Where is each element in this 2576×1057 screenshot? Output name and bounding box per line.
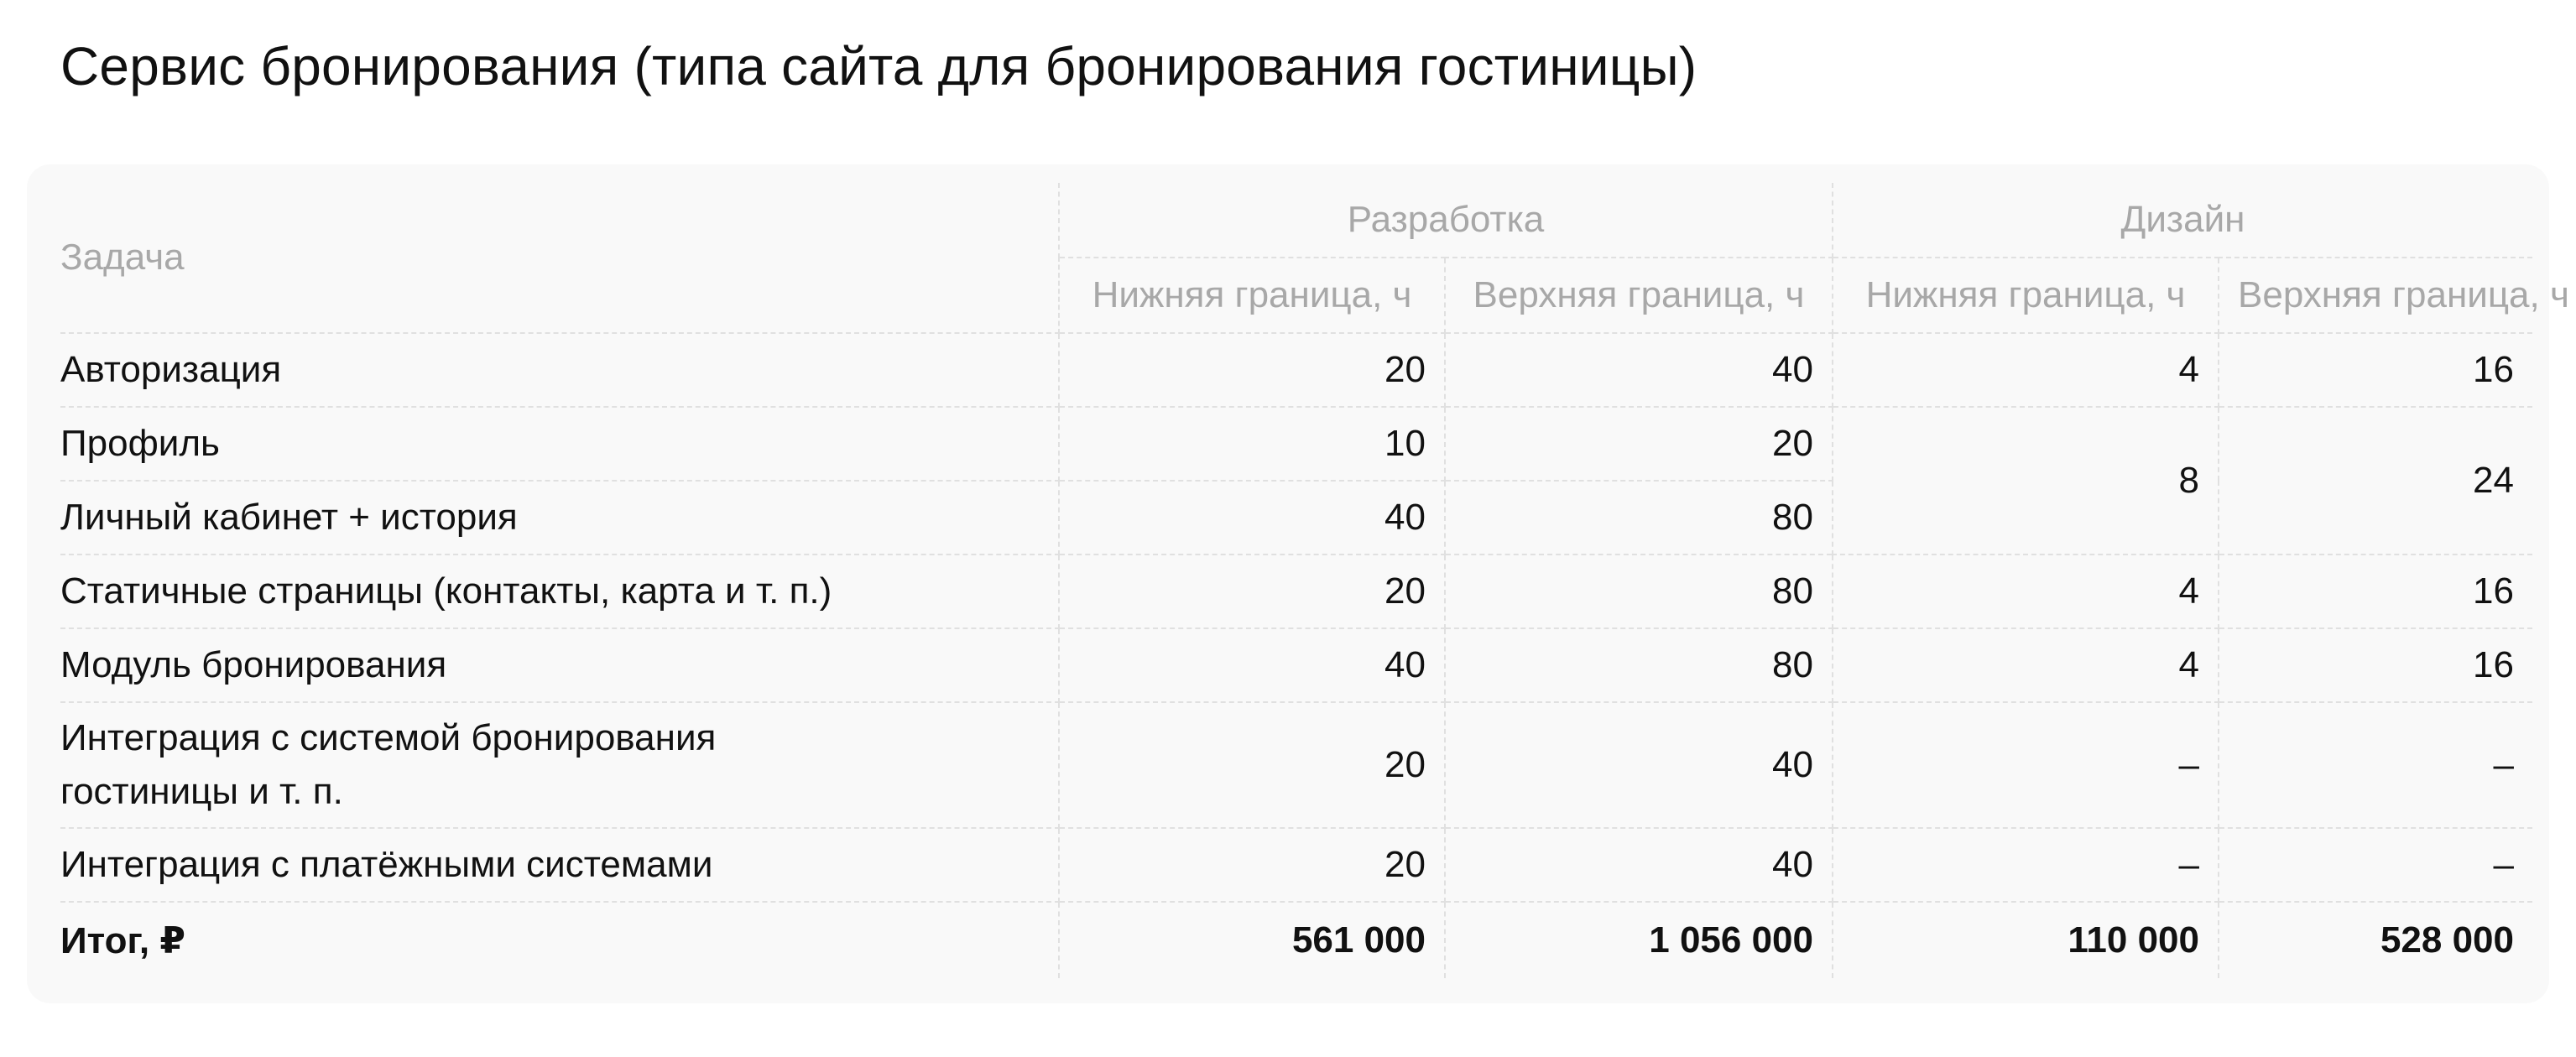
design-high-value: 16 — [2218, 627, 2532, 703]
task-name: Модуль бронирования — [60, 627, 1060, 703]
total-design-low: 110 000 — [1832, 901, 2219, 978]
task-name: Интеграция с платёжными системами — [60, 827, 1060, 903]
task-name: Личный кабинет + история — [60, 480, 1060, 555]
design-low-value: – — [1832, 827, 2219, 903]
total-design-high: 528 000 — [2218, 901, 2532, 978]
task-name: Авторизация — [60, 332, 1060, 408]
task-name-line-2: гостиницы и т. п. — [60, 771, 343, 812]
dev-low-value: 40 — [1058, 627, 1446, 703]
dev-high-value: 80 — [1444, 627, 1833, 703]
task-name-line-1: Интеграция с системой бронирования — [60, 717, 717, 758]
table-row: Статичные страницы (контакты, карта и т.… — [60, 554, 2532, 629]
column-group-design: Дизайн — [1832, 183, 2532, 258]
design-low-value: 8 — [1832, 406, 2219, 555]
table-row: Интеграция с платёжными системами 20 40 … — [60, 827, 2532, 903]
design-high-value: – — [2218, 701, 2532, 829]
column-header-design-low: Нижняя граница, ч — [1832, 257, 2219, 334]
design-high-value: 16 — [2218, 554, 2532, 629]
dev-low-value: 20 — [1058, 701, 1446, 829]
task-name: Интеграция с системой бронирования гостин… — [60, 701, 1060, 829]
dev-high-value: 40 — [1444, 701, 1833, 829]
design-low-value: – — [1832, 701, 2219, 829]
design-high-value: 24 — [2218, 406, 2532, 555]
table-row: Интеграция с системой бронирования гостин… — [60, 701, 2532, 829]
design-high-value: 16 — [2218, 332, 2532, 408]
design-low-value: 4 — [1832, 554, 2219, 629]
design-low-value: 4 — [1832, 627, 2219, 703]
total-row: Итог, ₽ 561 000 1 056 000 110 000 528 00… — [60, 901, 2532, 978]
column-header-design-high: Верхняя граница, ч — [2218, 257, 2569, 334]
total-dev-high: 1 056 000 — [1444, 901, 1833, 978]
dev-low-value: 20 — [1058, 827, 1446, 903]
dev-high-value: 40 — [1444, 827, 1833, 903]
dev-low-value: 20 — [1058, 554, 1446, 629]
dev-high-value: 40 — [1444, 332, 1833, 408]
total-dev-low: 561 000 — [1058, 901, 1446, 978]
total-label: Итог, ₽ — [60, 901, 1060, 978]
dev-high-value: 80 — [1444, 480, 1833, 555]
dev-low-value: 40 — [1058, 480, 1446, 555]
page-title: Сервис бронирования (типа сайта для брон… — [60, 36, 1697, 96]
estimate-table-card: Задача Разработка Дизайн Нижняя граница,… — [27, 164, 2569, 1003]
design-low-value: 4 — [1832, 332, 2219, 408]
table-row: Профиль 10 20 8 24 — [60, 406, 2532, 555]
column-header-dev-high: Верхняя граница, ч — [1444, 257, 1833, 334]
dev-low-value: 20 — [1058, 332, 1446, 408]
table-row: Авторизация 20 40 4 16 — [60, 332, 2532, 408]
dev-high-value: 80 — [1444, 554, 1833, 629]
dev-high-value: 20 — [1444, 406, 1833, 482]
table-row: Личный кабинет + история 40 80 — [60, 480, 2532, 555]
table-row: Модуль бронирования 40 80 4 16 — [60, 627, 2532, 703]
task-name: Профиль — [60, 406, 1060, 482]
dev-low-value: 10 — [1058, 406, 1446, 482]
column-header-dev-low: Нижняя граница, ч — [1058, 257, 1446, 334]
estimate-table: Задача Разработка Дизайн Нижняя граница,… — [60, 183, 2569, 978]
column-group-development: Разработка — [1058, 183, 1833, 258]
task-name: Статичные страницы (контакты, карта и т.… — [60, 554, 1060, 629]
column-header-task: Задача — [60, 183, 1060, 334]
design-high-value: – — [2218, 827, 2532, 903]
